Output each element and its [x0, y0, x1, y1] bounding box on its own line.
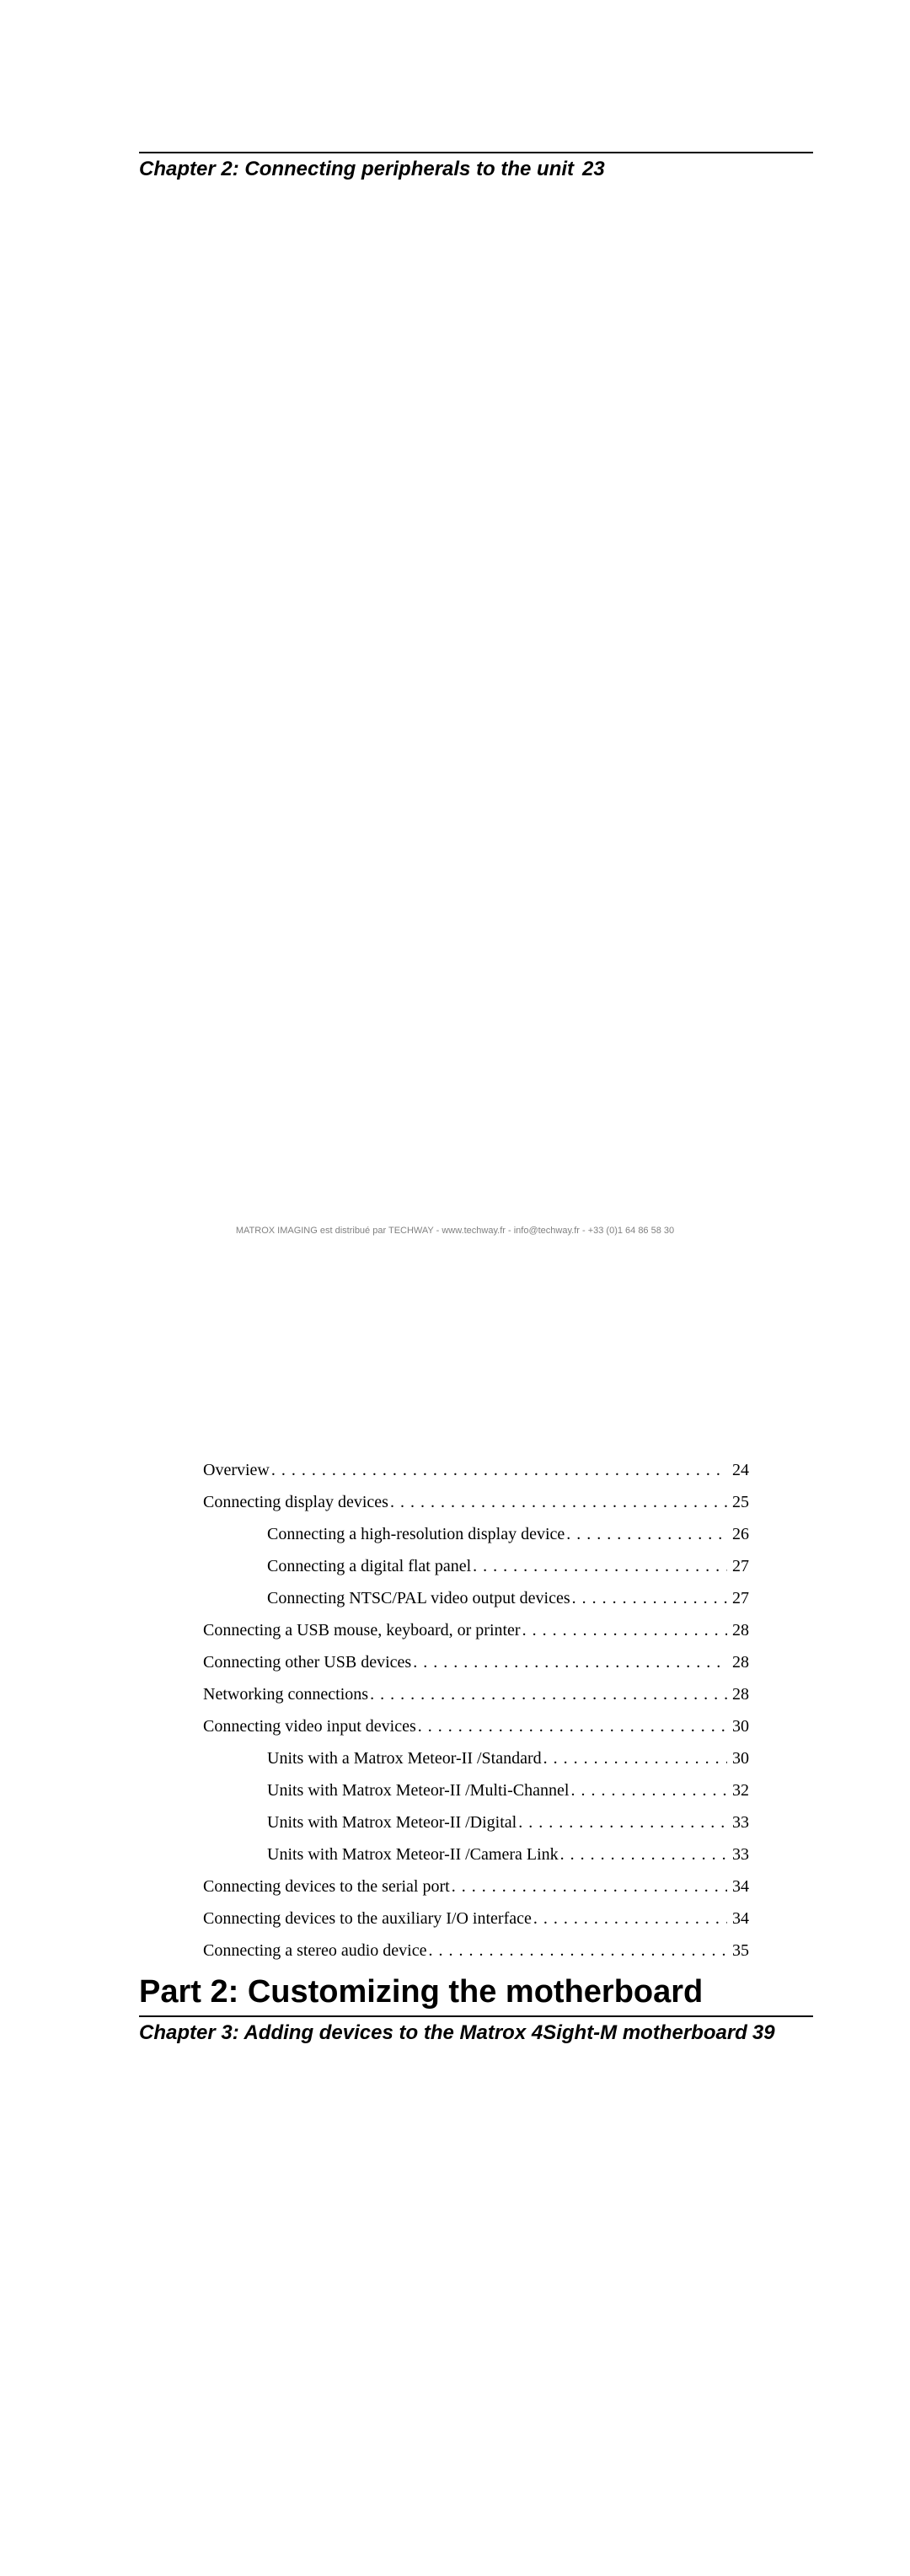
toc-entry-label: Connecting display devices — [203, 1494, 388, 1511]
toc-entry-label: Connecting video input devices — [203, 1718, 416, 1735]
toc-entry-page: 34 — [732, 1910, 749, 1927]
leader-dots: . . . . . . . . . . . . . . . . . . . . … — [271, 1462, 727, 1479]
toc-entry-page: 28 — [732, 1686, 749, 1703]
toc-entry-page: 35 — [732, 1942, 749, 1959]
toc-entry-label: Connecting a high-resolution display dev… — [267, 1526, 565, 1543]
chapter-page: 23 — [582, 158, 813, 1446]
toc-entry-label: Units with Matrox Meteor-II /Digital — [267, 1814, 517, 1831]
toc-entry-label: Connecting a digital flat panel — [267, 1558, 471, 1575]
leader-dots: . . . . . . . . . . . . . . . . . . . . … — [428, 1942, 727, 1959]
toc-entry: Connecting other USB devices . . . . . .… — [139, 1654, 813, 1671]
toc-entry-label: Networking connections — [203, 1686, 368, 1703]
toc-entry: Connecting devices to the serial port . … — [139, 1878, 813, 1895]
toc-entry: Units with Matrox Meteor-II /Camera Link… — [139, 1846, 813, 1863]
page-footer: MATROX IMAGING est distribué par TECHWAY… — [0, 1226, 910, 1236]
toc-entry: Connecting a digital flat panel . . . . … — [139, 1558, 813, 1575]
chapter-heading: Chapter 3: Adding devices to the Matrox … — [139, 2022, 813, 2576]
toc-entry-page: 24 — [732, 1462, 749, 1479]
toc-entry: Connecting a stereo audio device . . . .… — [139, 1942, 813, 1959]
toc-entry-page: 32 — [732, 1782, 749, 1799]
toc-entry-page: 33 — [732, 1814, 749, 1831]
leader-dots: . . . . . . . . . . . . . . . . . . . . … — [522, 1622, 727, 1639]
toc-entry: Connecting a USB mouse, keyboard, or pri… — [139, 1622, 813, 1639]
toc-entry: Connecting a high-resolution display dev… — [139, 1526, 813, 1543]
leader-dots: . . . . . . . . . . . . . . . . . . . . … — [413, 1654, 727, 1671]
top-rule — [139, 152, 813, 153]
toc-entry-page: 30 — [732, 1750, 749, 1767]
toc-entry-page: 34 — [732, 1878, 749, 1895]
toc-entry-page: 30 — [732, 1718, 749, 1735]
toc-entry-page: 26 — [732, 1526, 749, 1543]
top-rule — [139, 2015, 813, 2017]
toc-entry-label: Connecting devices to the auxiliary I/O … — [203, 1910, 532, 1927]
toc-entry-label: Connecting NTSC/PAL video output devices — [267, 1590, 570, 1607]
leader-dots: . . . . . . . . . . . . . . . . . . . . … — [543, 1750, 727, 1767]
chapter-title: Chapter 3: Adding devices to the Matrox … — [139, 2022, 747, 2044]
toc-entry-label: Units with a Matrox Meteor-II /Standard — [267, 1750, 542, 1767]
toc-entry: Units with Matrox Meteor-II /Multi-Chann… — [139, 1782, 813, 1799]
toc-entry-page: 27 — [732, 1590, 749, 1607]
toc-entry: Overview . . . . . . . . . . . . . . . .… — [139, 1462, 813, 1479]
leader-dots: . . . . . . . . . . . . . . . . . . . . … — [560, 1846, 727, 1863]
leader-dots: . . . . . . . . . . . . . . . . . . . . … — [473, 1558, 727, 1575]
toc-entry-page: 28 — [732, 1654, 749, 1671]
toc-entry: Units with a Matrox Meteor-II /Standard … — [139, 1750, 813, 1767]
chapter-heading: Chapter 2: Connecting peripherals to the… — [139, 158, 813, 1446]
leader-dots: . . . . . . . . . . . . . . . . . . . . … — [518, 1814, 727, 1831]
chapter-page: 39 — [752, 2022, 813, 2576]
toc-entry-page: 27 — [732, 1558, 749, 1575]
chapter-title: Chapter 2: Connecting peripherals to the… — [139, 158, 574, 180]
toc-entry: Units with Matrox Meteor-II /Digital . .… — [139, 1814, 813, 1831]
toc-entry-label: Connecting a USB mouse, keyboard, or pri… — [203, 1622, 521, 1639]
leader-dots: . . . . . . . . . . . . . . . . . . . . … — [570, 1782, 727, 1799]
toc-entry: Connecting devices to the auxiliary I/O … — [139, 1910, 813, 1927]
leader-dots: . . . . . . . . . . . . . . . . . . . . … — [390, 1494, 727, 1511]
leader-dots: . . . . . . . . . . . . . . . . . . . . … — [566, 1526, 727, 1543]
toc-entry-label: Units with Matrox Meteor-II /Camera Link — [267, 1846, 559, 1863]
toc-entry: Connecting video input devices . . . . .… — [139, 1718, 813, 1735]
toc-entry-label: Connecting a stereo audio device — [203, 1942, 426, 1959]
toc-entry-page: 33 — [732, 1846, 749, 1863]
toc-entry-label: Connecting devices to the serial port — [203, 1878, 450, 1895]
toc-entry: Connecting NTSC/PAL video output devices… — [139, 1590, 813, 1607]
toc-entry-label: Connecting other USB devices — [203, 1654, 411, 1671]
leader-dots: . . . . . . . . . . . . . . . . . . . . … — [418, 1718, 727, 1735]
part-title: Part 2: Customizing the motherboard — [139, 1974, 813, 2010]
toc-page: Chapter 2: Connecting peripherals to the… — [0, 0, 910, 1288]
toc-entry: Connecting display devices . . . . . . .… — [139, 1494, 813, 1511]
leader-dots: . . . . . . . . . . . . . . . . . . . . … — [452, 1878, 727, 1895]
leader-dots: . . . . . . . . . . . . . . . . . . . . … — [533, 1910, 727, 1927]
leader-dots: . . . . . . . . . . . . . . . . . . . . … — [572, 1590, 727, 1607]
toc-entry-page: 25 — [732, 1494, 749, 1511]
toc-entry-page: 28 — [732, 1622, 749, 1639]
toc-entry-label: Overview — [203, 1462, 270, 1479]
toc-entry-label: Units with Matrox Meteor-II /Multi-Chann… — [267, 1782, 569, 1799]
leader-dots: . . . . . . . . . . . . . . . . . . . . … — [370, 1686, 727, 1703]
toc-entry: Networking connections . . . . . . . . .… — [139, 1686, 813, 1703]
